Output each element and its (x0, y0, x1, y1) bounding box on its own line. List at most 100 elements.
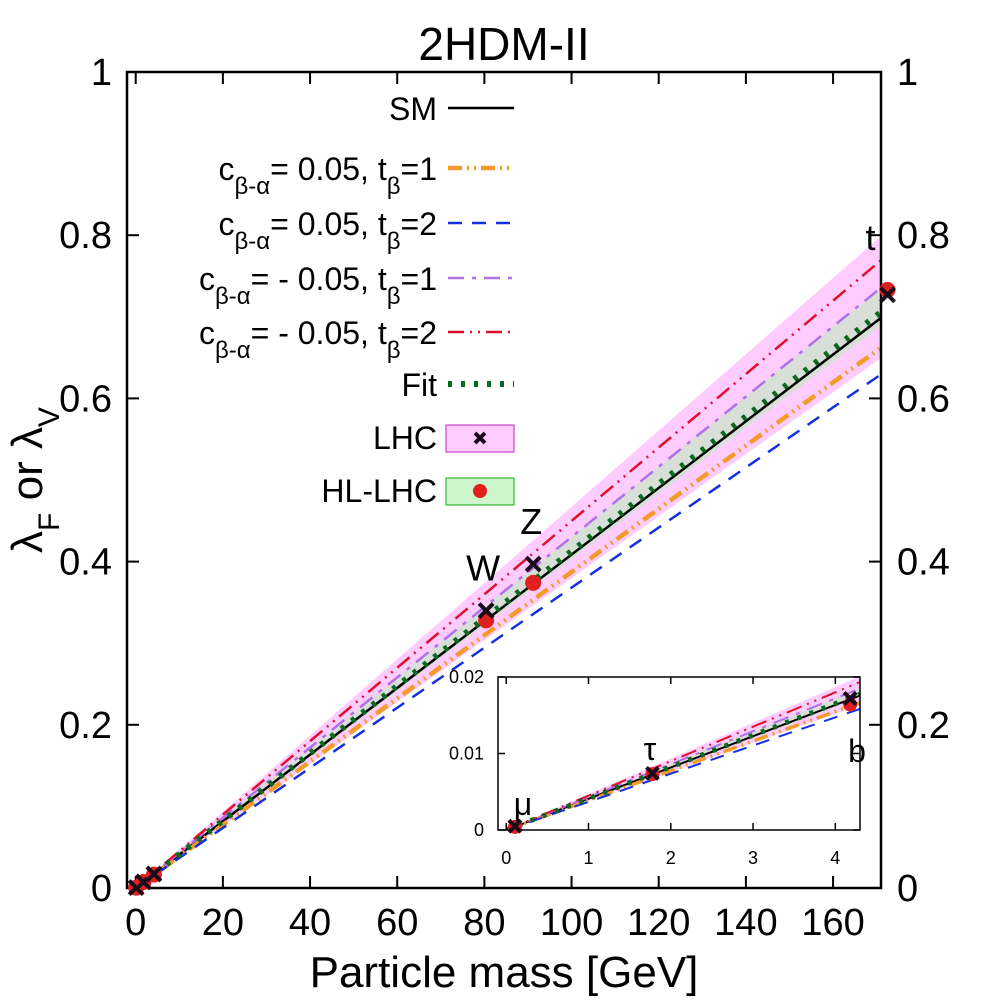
inset-series-line-5 (505, 691, 860, 830)
y-tick-label-right: 0.8 (897, 215, 950, 257)
inset-particle-label: b (848, 733, 866, 769)
y-tick-label-right: 0.4 (897, 542, 950, 584)
y-tick-label: 1 (91, 52, 112, 94)
legend-entry-0: SM (389, 91, 514, 127)
y-tick-label-right: 0.6 (897, 378, 950, 420)
series-lines (133, 258, 881, 888)
inset-x-tick-label: 2 (666, 848, 676, 868)
inset-series-line-3 (505, 687, 860, 830)
y-tick-label: 0 (91, 868, 112, 910)
chart-title: 2HDM-II (418, 18, 589, 70)
legend-label: cβ-α= 0.05, tβ=2 (219, 206, 438, 255)
inset-lhc-point-μ (507, 818, 523, 834)
label-part: =2 (401, 315, 437, 351)
legend-label: cβ-α= 0.05, tβ=1 (219, 151, 438, 200)
legend-entry-7: HL-LHC (321, 473, 515, 509)
marker-stroke (473, 431, 487, 445)
subscript: β-α (215, 283, 251, 310)
inset-data-points (507, 691, 858, 834)
subscript: β (387, 337, 401, 364)
inset-particle-label: τ (644, 731, 657, 767)
hllhc-point-t (879, 281, 896, 298)
legend-entry-5: Fit (401, 367, 514, 403)
legend-entry-1: cβ-α= 0.05, tβ=1 (219, 151, 514, 200)
inset-y-tick-label: 0.01 (449, 744, 484, 764)
y-axis-title: λF or λV (3, 407, 66, 553)
x-tick-label: 80 (463, 902, 505, 944)
marker-stroke (524, 555, 542, 573)
inset-lhc-point-τ (645, 765, 660, 781)
subscript: β (387, 173, 401, 200)
y-tick-label-right: 0 (897, 868, 918, 910)
inset-series-line-4 (505, 681, 860, 830)
series-line-1 (134, 344, 881, 888)
y-tick-label: 0.4 (59, 542, 112, 584)
label-part: c (199, 261, 215, 297)
particle-label-t: t (866, 217, 876, 258)
subscript: V (33, 407, 66, 427)
marker-stroke (645, 765, 660, 781)
particle-label-W: W (466, 548, 500, 589)
inset-particle-label: μ (514, 786, 532, 822)
x-tick-label: 20 (202, 902, 244, 944)
legend-label: cβ-α= - 0.05, tβ=1 (199, 261, 437, 310)
band-lhc (135, 236, 881, 888)
subscript: β-α (235, 173, 271, 200)
label-part: or λ (3, 427, 52, 513)
inset-lhc-point-b (842, 691, 858, 706)
legend-entry-4: cβ-α= - 0.05, tβ=2 (199, 315, 514, 364)
lhc-point-W (477, 602, 495, 619)
subscript: F (33, 513, 66, 531)
y-tick-label: 0.2 (59, 705, 112, 747)
label-part: =1 (401, 261, 437, 297)
legend-label: Fit (401, 367, 437, 403)
x-tick-label: 100 (540, 902, 603, 944)
x-axis-title: Particle mass [GeV] (310, 948, 699, 997)
inset-series-lines (505, 681, 860, 830)
x-tick-label: 0 (125, 902, 146, 944)
y-tick-label: 0.8 (59, 215, 112, 257)
y-tick-label: 0.6 (59, 378, 112, 420)
label-part: c (219, 206, 235, 242)
legend-label: LHC (373, 420, 437, 456)
x-tick-label: 160 (801, 902, 864, 944)
marker-stroke (477, 602, 495, 619)
inset-background (498, 677, 860, 830)
legend-entry-2: cβ-α= 0.05, tβ=2 (219, 206, 514, 255)
label-part: = - 0.05, t (251, 315, 387, 351)
series-line-4 (134, 258, 881, 888)
series-line-2 (135, 372, 881, 888)
label-part: c (219, 151, 235, 187)
y-tick-label-right: 0.2 (897, 705, 950, 747)
subscript: β-α (215, 337, 251, 364)
legend-entry-6: LHC (373, 420, 515, 456)
legend-label: cβ-α= - 0.05, tβ=2 (199, 315, 437, 364)
particle-label-Z: Z (520, 501, 542, 542)
marker-stroke (145, 865, 163, 883)
x-tick-label: 60 (376, 902, 418, 944)
subscript: β-α (235, 228, 271, 255)
lhc-point-Z (524, 555, 542, 573)
inset-x-tick-label: 4 (830, 848, 840, 868)
series-line-5 (133, 308, 881, 888)
subscript: β (387, 283, 401, 310)
marker-stroke (879, 286, 896, 304)
legend-entry-3: cβ-α= - 0.05, tβ=1 (199, 261, 514, 310)
label-part: = - 0.05, t (251, 261, 387, 297)
lhc-point-b (145, 865, 163, 883)
label-part: =2 (401, 206, 437, 242)
plot-frame (125, 70, 883, 890)
label-part: =1 (401, 151, 437, 187)
series-line-3 (134, 286, 881, 888)
label-part: = 0.05, t (270, 151, 387, 187)
inset-x-tick-label: 1 (583, 848, 593, 868)
legend-label: HL-LHC (321, 473, 437, 509)
x-tick-label: 120 (627, 902, 690, 944)
inset-x-tick-label: 0 (501, 848, 511, 868)
x-tick-label: 140 (714, 902, 777, 944)
label-part: λ (3, 531, 52, 553)
lhc-point-t (879, 286, 896, 304)
legend-marker (473, 484, 487, 498)
inset-x-tick-label: 3 (748, 848, 758, 868)
